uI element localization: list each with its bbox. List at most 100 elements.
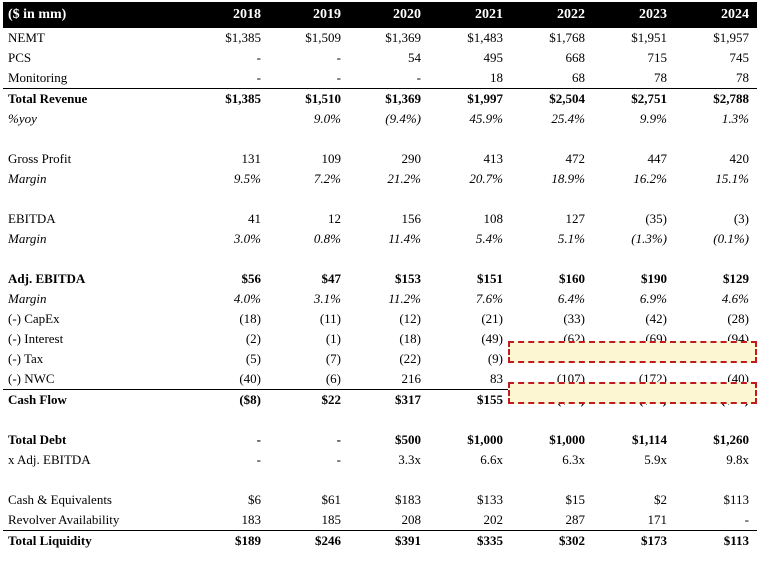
cell-2024: 420	[729, 151, 750, 166]
cell-2022: 472	[565, 151, 586, 166]
year-header-2023: 2023	[639, 7, 667, 22]
cell-2018: -	[256, 70, 261, 85]
row-label: Cash Flow	[8, 392, 67, 407]
cell-2020: $317	[395, 392, 421, 407]
cell-2022: $1,000	[549, 432, 585, 447]
cell-2021: 45.9%	[469, 111, 503, 126]
cell-2020: (22)	[399, 351, 421, 366]
cell-2020: 208	[401, 512, 422, 527]
cell-2020: 21.2%	[387, 171, 421, 186]
cell-2020: 216	[401, 371, 422, 386]
cell-2024: $113	[723, 533, 749, 548]
cell-2020: 290	[401, 151, 422, 166]
cell-2019: 7.2%	[313, 171, 341, 186]
row-label: NEMT	[8, 30, 45, 45]
row-label: (-) CapEx	[8, 311, 60, 326]
cell-2021: 495	[483, 50, 504, 65]
row-label: Margin	[8, 231, 47, 246]
cell-2019: $1,509	[305, 30, 341, 45]
table-row: Monitoring - - - 18 68 78 78	[3, 68, 757, 88]
cell-2022: (33)	[563, 311, 585, 326]
cell-2023: 16.2%	[633, 171, 667, 186]
cell-2020: 11.2%	[388, 291, 421, 306]
cell-2021: 202	[483, 512, 504, 527]
table-row: (-) NWC (40) (6) 216 83 (107) (172) (40)	[3, 369, 757, 389]
cell-2022: 18.9%	[551, 171, 585, 186]
cell-2020: $1,369	[385, 30, 421, 45]
year-header-2019: 2019	[313, 7, 341, 22]
cell-2019: 109	[321, 151, 342, 166]
cell-2022: 25.4%	[551, 111, 585, 126]
cell-2023: (42)	[645, 311, 667, 326]
cell-2021: 20.7%	[469, 171, 503, 186]
cell-2021: $133	[477, 492, 503, 507]
row-label: Adj. EBITDA	[8, 271, 86, 286]
cell-2023: 9.9%	[639, 111, 667, 126]
cell-2021: (21)	[481, 311, 503, 326]
row-label: Gross Profit	[8, 151, 72, 166]
cell-2018: 41	[248, 211, 261, 226]
cell-2019: (6)	[325, 371, 341, 386]
cell-2020: 156	[401, 211, 422, 226]
row-label: Revolver Availability	[8, 512, 120, 527]
cell-2021: 5.4%	[475, 231, 503, 246]
cell-2021: (9)	[487, 351, 503, 366]
table-row: Cash & Equivalents $6 $61 $183 $133 $15 $2 $113	[3, 490, 757, 510]
spacer-row	[3, 189, 757, 209]
cell-2018: $1,385	[225, 91, 261, 106]
cell-2024: 1.3%	[721, 111, 749, 126]
cell-2019: $1,510	[305, 91, 341, 106]
cell-2020: 3.3x	[398, 452, 421, 467]
cell-2022: 68	[572, 70, 585, 85]
cell-2020: (18)	[399, 331, 421, 346]
cell-2020: (12)	[399, 311, 421, 326]
row-label: (-) NWC	[8, 371, 55, 386]
cell-2023: 447	[647, 151, 668, 166]
cell-2019: -	[336, 452, 341, 467]
cell-2021: 18	[490, 70, 503, 85]
cell-2019: 3.1%	[313, 291, 341, 306]
table-row: Total Debt - - $500 $1,000 $1,000 $1,114 $1,260	[3, 430, 757, 450]
cell-2019: (11)	[319, 311, 341, 326]
cell-2023: $2	[654, 492, 667, 507]
cell-2019: $22	[321, 392, 342, 407]
row-label: x Adj. EBITDA	[8, 452, 91, 467]
cell-2022: 6.4%	[557, 291, 585, 306]
cell-2018: -	[256, 452, 261, 467]
cell-2024: $1,957	[713, 30, 749, 45]
cell-2018: $56	[241, 271, 262, 286]
cell-2018: 183	[241, 512, 262, 527]
cell-2019: $61	[321, 492, 342, 507]
cell-2023: $190	[641, 271, 667, 286]
cell-2023: 715	[647, 50, 668, 65]
cell-2024: (3)	[733, 211, 749, 226]
table-row: Margin 3.0% 0.8% 11.4% 5.4% 5.1% (1.3%) (0.1%)	[3, 229, 757, 249]
cell-2021: 413	[483, 151, 504, 166]
cell-2022: $302	[559, 533, 585, 548]
cell-2018: 131	[241, 151, 262, 166]
row-label: EBITDA	[8, 211, 56, 226]
table-row: %yoy 9.0% (9.4%) 45.9% 25.4% 9.9% 1.3%	[3, 109, 757, 129]
row-label: Margin	[8, 291, 47, 306]
table-row: Adj. EBITDA $56 $47 $153 $151 $160 $190 $129	[3, 269, 757, 289]
table-row: Total Liquidity $189 $246 $391 $335 $302 $173 $…	[3, 531, 757, 551]
highlight-box-nwc	[508, 382, 757, 404]
cell-2019: 12	[328, 211, 341, 226]
spacer-row	[3, 129, 757, 149]
cell-2020: -	[416, 70, 421, 85]
financial-table: ($ in mm) 2018 2019 2020 2021 2022 2023 2024 N…	[3, 2, 757, 551]
cell-2024: $113	[723, 492, 749, 507]
spacer-row	[3, 470, 757, 490]
cell-2023: 5.9x	[644, 452, 667, 467]
cell-2024: (28)	[727, 311, 749, 326]
year-header-2024: 2024	[721, 7, 749, 22]
cell-2023: 6.9%	[639, 291, 667, 306]
cell-2019: -	[336, 70, 341, 85]
cell-2022: 668	[565, 50, 586, 65]
row-label: (-) Tax	[8, 351, 44, 366]
row-label: Cash & Equivalents	[8, 492, 112, 507]
cell-2023: $173	[641, 533, 667, 548]
cell-2020: $1,369	[385, 91, 421, 106]
spacer-row	[3, 249, 757, 269]
cell-2018: -	[256, 432, 261, 447]
